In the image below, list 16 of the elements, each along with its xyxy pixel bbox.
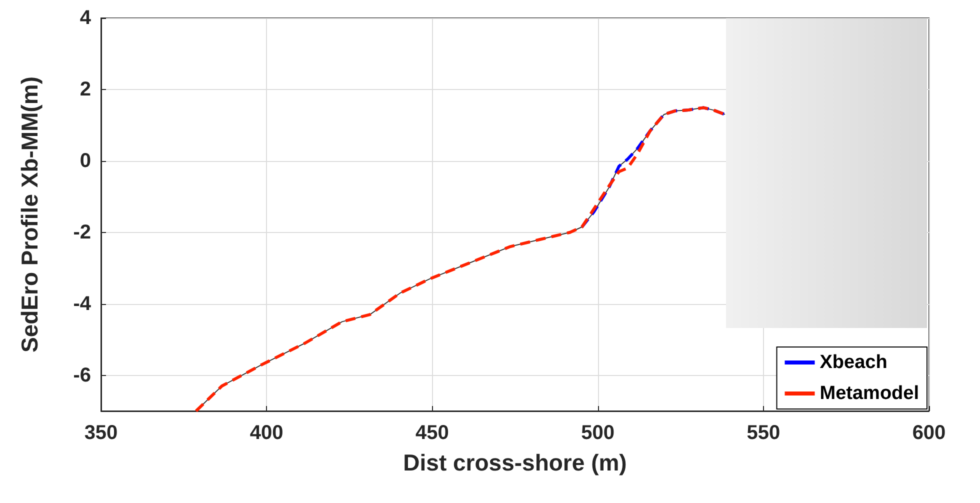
- y-axis-title: SedEro Profile Xb-MM(m): [16, 76, 42, 353]
- x-axis-title: Dist cross-shore (m): [403, 450, 627, 476]
- legend-label: Xbeach: [820, 352, 888, 373]
- y-tick-label: 0: [80, 150, 91, 172]
- y-tick-label: -2: [73, 221, 91, 244]
- x-tick-label: 450: [416, 422, 449, 444]
- y-tick-label: -4: [73, 292, 92, 315]
- x-tick-label: 600: [912, 422, 946, 444]
- y-tick-label: 4: [80, 7, 92, 29]
- x-tick-label: 400: [250, 422, 284, 444]
- legend-label: Metamodel: [820, 383, 920, 404]
- y-tick-label: -6: [73, 364, 91, 386]
- x-tick-label: 350: [84, 422, 118, 444]
- y-tick-label: 2: [80, 78, 91, 100]
- x-tick-label: 500: [581, 422, 614, 444]
- x-tick-label: 550: [746, 422, 780, 444]
